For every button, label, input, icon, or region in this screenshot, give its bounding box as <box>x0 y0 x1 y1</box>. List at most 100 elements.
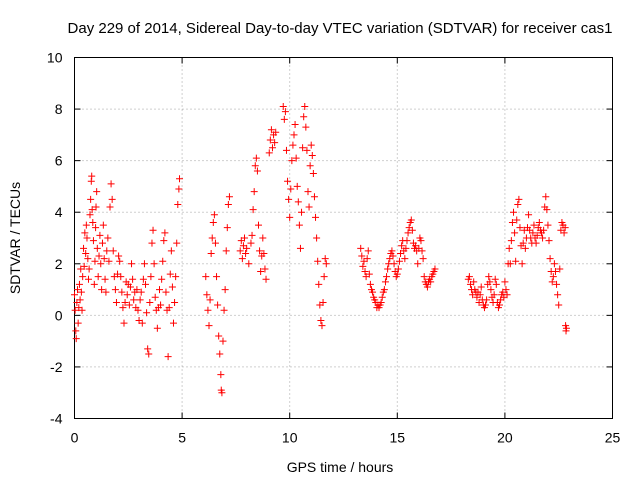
data-point <box>157 301 165 309</box>
data-point <box>290 131 298 139</box>
data-point <box>303 146 311 154</box>
data-point <box>171 298 179 306</box>
data-point <box>389 252 397 260</box>
data-point <box>247 239 255 247</box>
y-tick-label: 8 <box>55 101 63 117</box>
data-point <box>250 188 258 196</box>
data-point <box>310 193 318 201</box>
data-point <box>107 180 115 188</box>
data-point <box>312 213 320 221</box>
data-point <box>245 260 253 268</box>
y-tick-label: 10 <box>47 50 63 66</box>
data-point <box>111 286 119 294</box>
data-point <box>486 278 494 286</box>
data-point <box>252 154 260 162</box>
data-point <box>265 149 273 157</box>
data-point <box>260 249 268 257</box>
x-tick-label: 25 <box>605 430 621 446</box>
data-point <box>93 244 101 252</box>
data-point <box>220 306 228 314</box>
data-point <box>560 229 568 237</box>
data-point <box>149 226 157 234</box>
data-point <box>164 353 172 361</box>
data-point <box>482 301 490 309</box>
data-point <box>525 211 533 219</box>
data-point <box>251 162 259 170</box>
data-point <box>555 301 563 309</box>
data-points <box>71 102 570 397</box>
data-point <box>225 193 233 201</box>
data-point <box>476 291 484 299</box>
y-tick-label: 2 <box>55 256 63 272</box>
data-point <box>561 224 569 232</box>
data-point <box>377 298 385 306</box>
data-point <box>512 257 520 265</box>
data-point <box>129 275 137 283</box>
data-point <box>539 234 547 242</box>
data-point <box>492 280 500 288</box>
data-point <box>556 265 564 273</box>
data-point <box>320 273 328 281</box>
data-point <box>511 229 519 237</box>
data-point <box>293 182 301 190</box>
y-tick-label: 6 <box>55 153 63 169</box>
data-point <box>103 247 111 255</box>
data-point <box>465 273 473 281</box>
data-point <box>261 265 269 273</box>
data-point <box>562 324 570 332</box>
data-point <box>97 260 105 268</box>
data-point <box>146 298 154 306</box>
data-point <box>268 144 276 152</box>
data-point <box>140 260 148 268</box>
data-point <box>82 249 90 257</box>
data-point <box>550 260 558 268</box>
data-point <box>384 265 392 273</box>
data-point <box>423 283 431 291</box>
x-tick-label: 5 <box>178 430 186 446</box>
data-point <box>238 255 246 263</box>
data-point <box>105 257 113 265</box>
data-point <box>208 234 216 242</box>
y-tick-label: -4 <box>50 411 63 427</box>
data-point <box>365 270 373 278</box>
data-point <box>242 249 250 257</box>
data-point <box>540 226 548 234</box>
data-point <box>358 252 366 260</box>
data-point <box>128 260 136 268</box>
data-point <box>143 309 151 317</box>
data-point <box>510 208 518 216</box>
tick-layer: 0 5 10 15 20 25 -4 -2 0 2 4 6 8 10 <box>47 50 621 446</box>
data-point <box>402 244 410 252</box>
data-point <box>418 247 426 255</box>
data-point <box>470 278 478 286</box>
data-point <box>108 195 116 203</box>
data-point <box>121 298 129 306</box>
data-point <box>395 257 403 265</box>
data-point <box>361 268 369 276</box>
data-point <box>115 252 123 260</box>
data-point <box>296 244 304 252</box>
data-point <box>267 126 275 134</box>
data-point <box>126 283 134 291</box>
x-tick-label: 20 <box>497 430 513 446</box>
data-point <box>549 273 557 281</box>
data-point <box>144 345 152 353</box>
data-point <box>205 322 213 330</box>
data-point <box>256 247 264 255</box>
data-point <box>282 146 290 154</box>
data-point <box>417 237 425 245</box>
data-point <box>553 280 561 288</box>
data-point <box>86 211 94 219</box>
data-point <box>71 291 78 299</box>
data-point <box>120 319 128 327</box>
data-point <box>542 193 550 201</box>
data-point <box>289 141 297 149</box>
data-point <box>380 286 388 294</box>
data-point <box>217 371 225 379</box>
x-tick-label: 0 <box>71 430 79 446</box>
data-point <box>272 128 280 136</box>
data-point <box>513 216 521 224</box>
data-point <box>174 200 182 208</box>
data-point <box>321 255 329 263</box>
